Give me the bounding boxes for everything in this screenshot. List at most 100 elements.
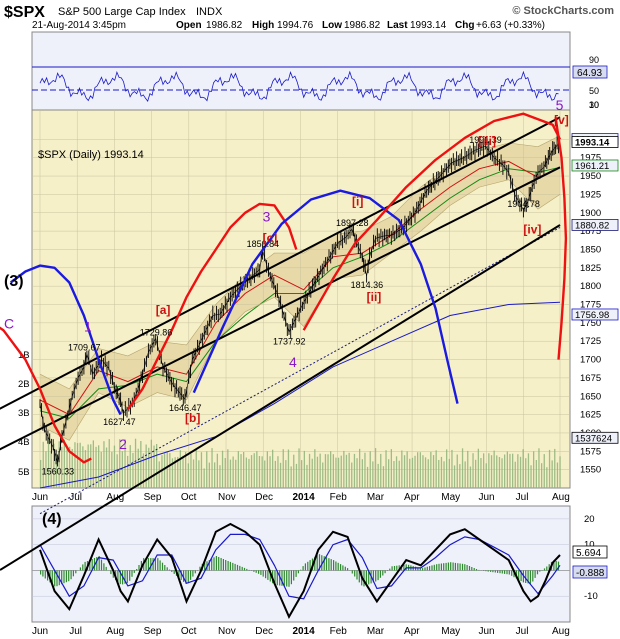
volume-bar (140, 441, 142, 488)
volume-bar (330, 451, 332, 488)
volume-bar (353, 453, 356, 488)
ohlc-readout: Open 1986.82 High 1994.76 Low 1986.82 La… (176, 20, 545, 31)
x-axis-month-label: May (441, 492, 460, 503)
macd-histogram-bar (499, 570, 501, 574)
macd-panel-frame (31, 505, 571, 623)
macd-signal-value: -0.888 (576, 568, 605, 579)
wave-label: 5 (556, 97, 564, 113)
macd-histogram-bar (227, 561, 229, 571)
macd-histogram-bar (112, 570, 114, 578)
low-value: 1986.82 (344, 20, 381, 31)
macd-histogram-bar (119, 570, 121, 585)
cycle-arc-red (126, 202, 298, 411)
macd-histogram-bar (152, 558, 154, 571)
x-axis-month-label: Oct (181, 626, 197, 637)
volume-bar (195, 448, 197, 488)
volume-bar (559, 456, 561, 488)
volume-bar (453, 465, 456, 488)
macd-histogram-bar (466, 565, 468, 571)
macd-histogram-bar (475, 569, 478, 571)
volume-bar (409, 458, 411, 488)
price-tick-label: 1700 (580, 355, 601, 366)
cycle-arc-blue (9, 264, 122, 416)
volume-bar (266, 451, 268, 488)
macd-histogram-bar (229, 561, 231, 571)
macd-histogram-bar (190, 570, 192, 580)
macd-histogram-bar (379, 570, 381, 578)
macd-histogram-bar (126, 570, 128, 584)
volume-bar (221, 450, 224, 488)
volume-bar (483, 453, 485, 488)
symbol-title: $SPX (4, 4, 45, 21)
macd-histogram-bar (342, 565, 344, 571)
volume-bar (472, 453, 474, 488)
macd-histogram-bar (279, 570, 281, 586)
right-value-label: 1993.14 (575, 137, 610, 148)
macd-histogram-bar (504, 570, 506, 574)
macd-histogram-bar (157, 558, 159, 571)
volume-bar (163, 453, 166, 488)
volume-bar (301, 460, 303, 488)
wave-label: [a] (156, 303, 171, 317)
volume-bar (401, 450, 403, 488)
volume-bar (47, 438, 50, 488)
macd-histogram-bar (419, 568, 421, 571)
macd-histogram-bar (302, 566, 304, 571)
macd-histogram-bar (473, 568, 475, 571)
macd-histogram-bar (63, 570, 65, 584)
macd-histogram-bar (194, 570, 196, 574)
volume-bar (480, 458, 482, 488)
volume-bar (87, 444, 89, 488)
volume-bar (361, 459, 363, 488)
change-label: Chg (455, 20, 474, 31)
x-axis-month-label: 2014 (292, 492, 315, 503)
volume-bar (506, 451, 508, 488)
rsi-panel-frame (31, 31, 571, 111)
macd-histogram-bar (246, 568, 248, 571)
volume-bar (156, 444, 158, 488)
volume-bar (464, 461, 466, 488)
x-axis-labels-price: Jun Jul Aug Sep Oct Nov Dec 2014 Feb Mar Apr May Jun… (32, 492, 570, 503)
right-value-box (571, 308, 619, 321)
macd-histogram-bar (393, 566, 396, 571)
price-tick-label: 1550 (580, 465, 601, 476)
volume-bar (556, 462, 559, 488)
macd-histogram-bar (403, 564, 405, 571)
open-value: 1986.82 (206, 20, 243, 31)
volume-bar (316, 456, 319, 488)
macd-histogram-bar (485, 570, 487, 572)
volume-bar (535, 460, 537, 488)
volume-bar (245, 457, 247, 488)
cycle-arc-blue (192, 189, 459, 404)
macd-histogram-bar (131, 570, 133, 577)
volume-bar (192, 459, 195, 488)
volume-bar (256, 451, 258, 488)
macd-histogram-bar (168, 569, 171, 571)
volume-bar (522, 449, 524, 488)
volume-bar (467, 450, 469, 488)
macd-histogram-bar (337, 562, 339, 571)
volume-bar (158, 461, 160, 488)
macd-histogram-bar (384, 570, 386, 574)
macd-histogram-bar (365, 570, 367, 586)
volume-bar (419, 452, 421, 488)
volume-bar (414, 455, 416, 488)
volume-bar (42, 441, 44, 488)
macd-histogram-bar (100, 559, 103, 571)
volume-bar (108, 439, 110, 488)
macd-histogram-bar (548, 564, 550, 571)
macd-histogram-bar (110, 570, 112, 575)
price-point-label: 1897.28 (336, 218, 369, 228)
price-point-label: 1646.47 (169, 403, 202, 413)
macd-histogram-bar (340, 564, 342, 571)
x-axis-month-label: Jun (32, 626, 48, 637)
volume-bar (438, 460, 440, 488)
volume-bar (82, 446, 84, 488)
macd-histogram-bar (468, 566, 471, 571)
volume-bar (303, 450, 305, 488)
volume-bar (548, 449, 551, 488)
datetime-label: 21-Aug-2014 3:45pm (32, 20, 126, 31)
macd-histogram-bar (457, 563, 459, 571)
price-tick-label: 1950 (580, 171, 601, 182)
